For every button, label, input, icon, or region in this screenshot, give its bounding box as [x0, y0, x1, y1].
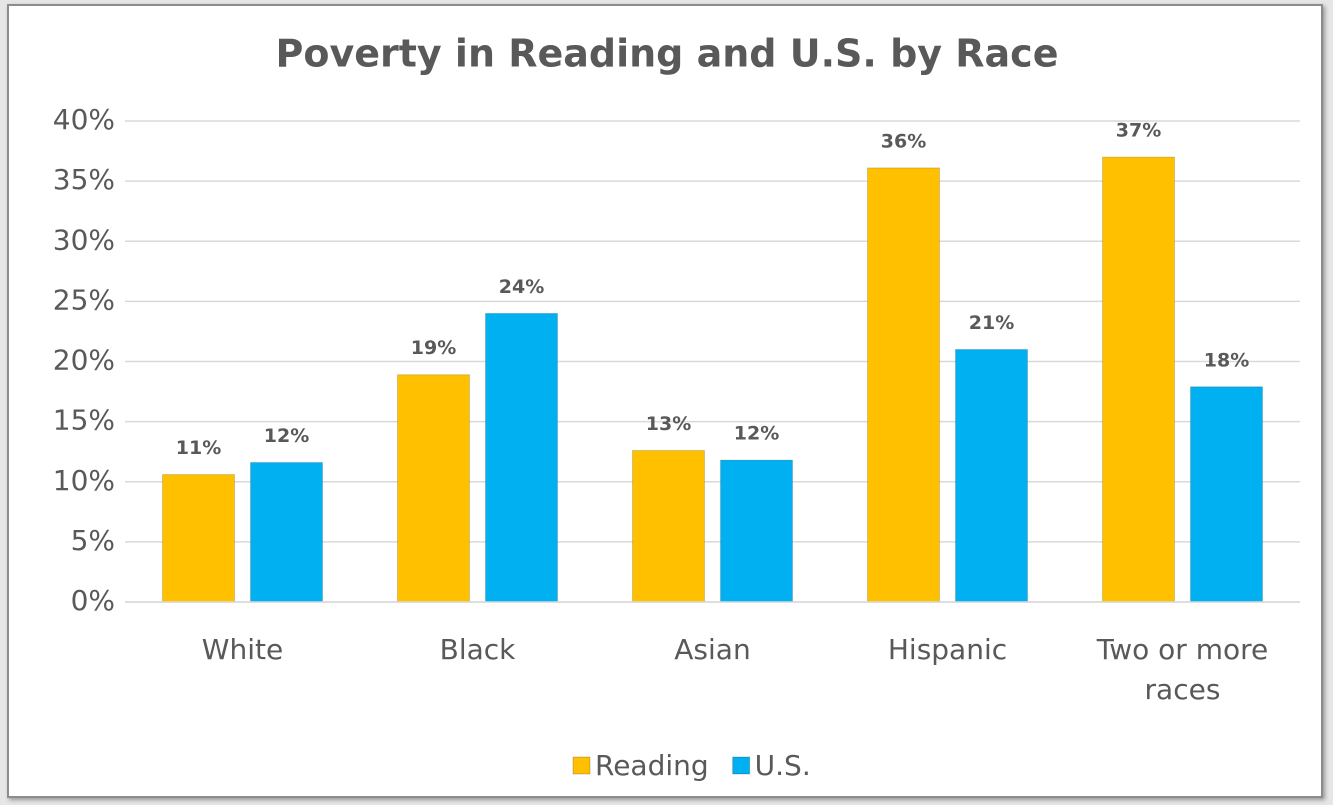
bar	[250, 462, 323, 603]
y-tick-label: 20%	[53, 344, 115, 377]
y-tick-label: 15%	[53, 404, 115, 437]
bar	[162, 474, 235, 603]
data-label: 19%	[411, 337, 456, 359]
bar	[397, 374, 470, 603]
y-tick-label: 35%	[53, 163, 115, 196]
data-label: 21%	[969, 312, 1014, 334]
y-tick-label: 10%	[53, 464, 115, 497]
y-tick-label: 0%	[71, 584, 115, 617]
bar	[955, 348, 1028, 603]
chart-title: Poverty in Reading and U.S. by Race	[276, 32, 1059, 76]
legend-label: Reading	[595, 749, 709, 782]
y-tick-label: 30%	[53, 223, 115, 256]
bar	[485, 312, 558, 603]
bar	[1102, 156, 1175, 603]
y-tick-label: 25%	[53, 283, 115, 316]
data-label: 13%	[646, 413, 691, 435]
data-label: 11%	[176, 437, 221, 459]
x-tick-label: White	[201, 633, 284, 666]
x-tick-label: Hispanic	[887, 633, 1008, 666]
data-label: 24%	[499, 276, 544, 298]
legend-swatch	[732, 756, 751, 775]
x-tick-label: Asian	[674, 633, 751, 666]
data-label: 18%	[1204, 349, 1249, 371]
data-label: 12%	[734, 423, 779, 445]
x-tick-label: Two or more races	[1096, 633, 1269, 706]
legend-swatch	[572, 756, 591, 775]
data-label: 36%	[881, 130, 926, 152]
bar	[867, 167, 940, 603]
y-tick-label: 5%	[71, 524, 115, 557]
data-label: 37%	[1116, 120, 1161, 142]
bar	[720, 459, 793, 603]
data-label: 12%	[264, 425, 309, 447]
x-tick-label: Black	[439, 633, 516, 666]
y-tick-label: 40%	[53, 103, 115, 136]
bar	[1190, 386, 1263, 603]
legend-label: U.S.	[755, 749, 811, 782]
bar	[632, 449, 705, 603]
